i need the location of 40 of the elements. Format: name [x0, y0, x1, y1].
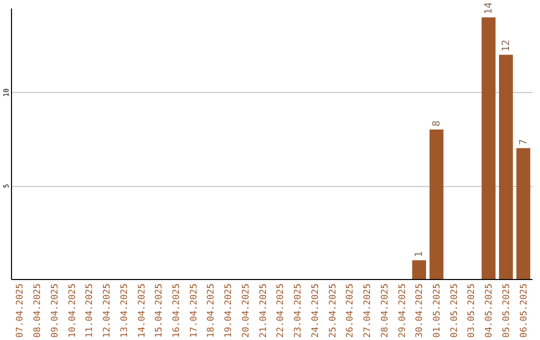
bar — [430, 129, 444, 279]
x-tick-label: 07.04.2025 — [16, 284, 26, 338]
data-label: 1 — [414, 251, 426, 258]
x-tick-label: 11.04.2025 — [85, 284, 96, 338]
x-tick-label: 28.04.2025 — [380, 284, 390, 338]
bar — [516, 148, 530, 279]
x-tick-label: 23.04.2025 — [294, 284, 304, 338]
x-tick-label: 14.04.2025 — [137, 284, 148, 338]
x-tick-label: 29.04.2025 — [398, 284, 408, 338]
x-tick-label: 26.04.2025 — [346, 284, 356, 338]
x-tick-label: 13.04.2025 — [120, 284, 130, 338]
x-tick-label: 06.05.2025 — [519, 284, 530, 338]
x-tick-label: 15.04.2025 — [154, 284, 165, 338]
x-tick-label: 19.04.2025 — [224, 284, 234, 338]
x-tick-label: 22.04.2025 — [276, 284, 286, 338]
x-tick-label: 30.04.2025 — [415, 284, 426, 338]
x-tick-label: 27.04.2025 — [363, 284, 374, 338]
x-tick-label: 24.04.2025 — [310, 284, 321, 338]
data-label: 12 — [500, 40, 512, 52]
x-tick-label: 10.04.2025 — [68, 284, 78, 338]
data-label: 7 — [518, 139, 530, 146]
x-tick-label: 20.04.2025 — [241, 284, 252, 338]
x-tick-label: 01.05.2025 — [432, 284, 442, 338]
x-tick-label: 17.04.2025 — [189, 284, 200, 338]
data-label: 14 — [484, 2, 495, 14]
data-label: 8 — [431, 120, 442, 126]
x-tick-label: 02.05.2025 — [450, 284, 460, 338]
bar — [412, 260, 426, 279]
bar — [499, 54, 513, 279]
x-tick-label: 09.04.2025 — [50, 284, 60, 338]
x-tick-label: 03.05.2025 — [467, 284, 478, 338]
x-tick-label: 12.04.2025 — [102, 284, 113, 338]
x-tick-label: 04.05.2025 — [484, 284, 495, 338]
x-tick-label: 18.04.2025 — [206, 284, 217, 338]
x-tick-label: 05.05.2025 — [502, 284, 512, 338]
x-tick-label: 21.04.2025 — [258, 284, 269, 338]
x-tick-label: 08.04.2025 — [33, 284, 44, 338]
x-tick-label: 16.04.2025 — [172, 284, 182, 338]
x-tick-label: 25.04.2025 — [328, 284, 338, 338]
bar — [482, 17, 496, 279]
